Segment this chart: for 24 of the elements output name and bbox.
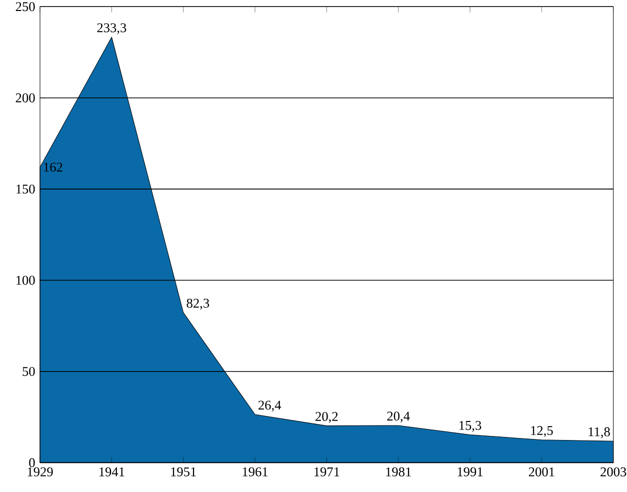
x-tick-label: 2001 bbox=[528, 467, 554, 476]
x-tick-label: 2003 bbox=[600, 467, 626, 476]
x-tick-label: 1929 bbox=[28, 467, 53, 476]
data-label: 12,5 bbox=[531, 426, 553, 437]
y-tick-label: 100 bbox=[16, 276, 35, 285]
data-label: 162 bbox=[44, 162, 62, 172]
x-tick-label: 1991 bbox=[458, 467, 483, 476]
data-label: 15,3 bbox=[460, 420, 482, 432]
x-tick-label: 1951 bbox=[171, 467, 196, 476]
y-tick-label: 50 bbox=[22, 366, 35, 376]
data-label: 26,4 bbox=[258, 400, 282, 412]
x-tick-label: 1981 bbox=[386, 467, 411, 476]
x-tick-label: 1961 bbox=[242, 467, 268, 476]
y-tick-label: 0 bbox=[29, 458, 35, 468]
data-label: 20,4 bbox=[387, 412, 410, 423]
x-tick-label: 1941 bbox=[100, 467, 124, 476]
y-tick-label: 250 bbox=[16, 2, 35, 12]
data-label: 11,8 bbox=[588, 427, 610, 438]
data-label: 233,3 bbox=[97, 23, 126, 34]
y-tick-label: 150 bbox=[16, 184, 35, 194]
x-tick-label: 1971 bbox=[314, 467, 340, 476]
y-tick-label: 200 bbox=[16, 93, 35, 102]
data-label: 20,2 bbox=[316, 412, 338, 423]
data-label: 82,3 bbox=[186, 298, 210, 310]
